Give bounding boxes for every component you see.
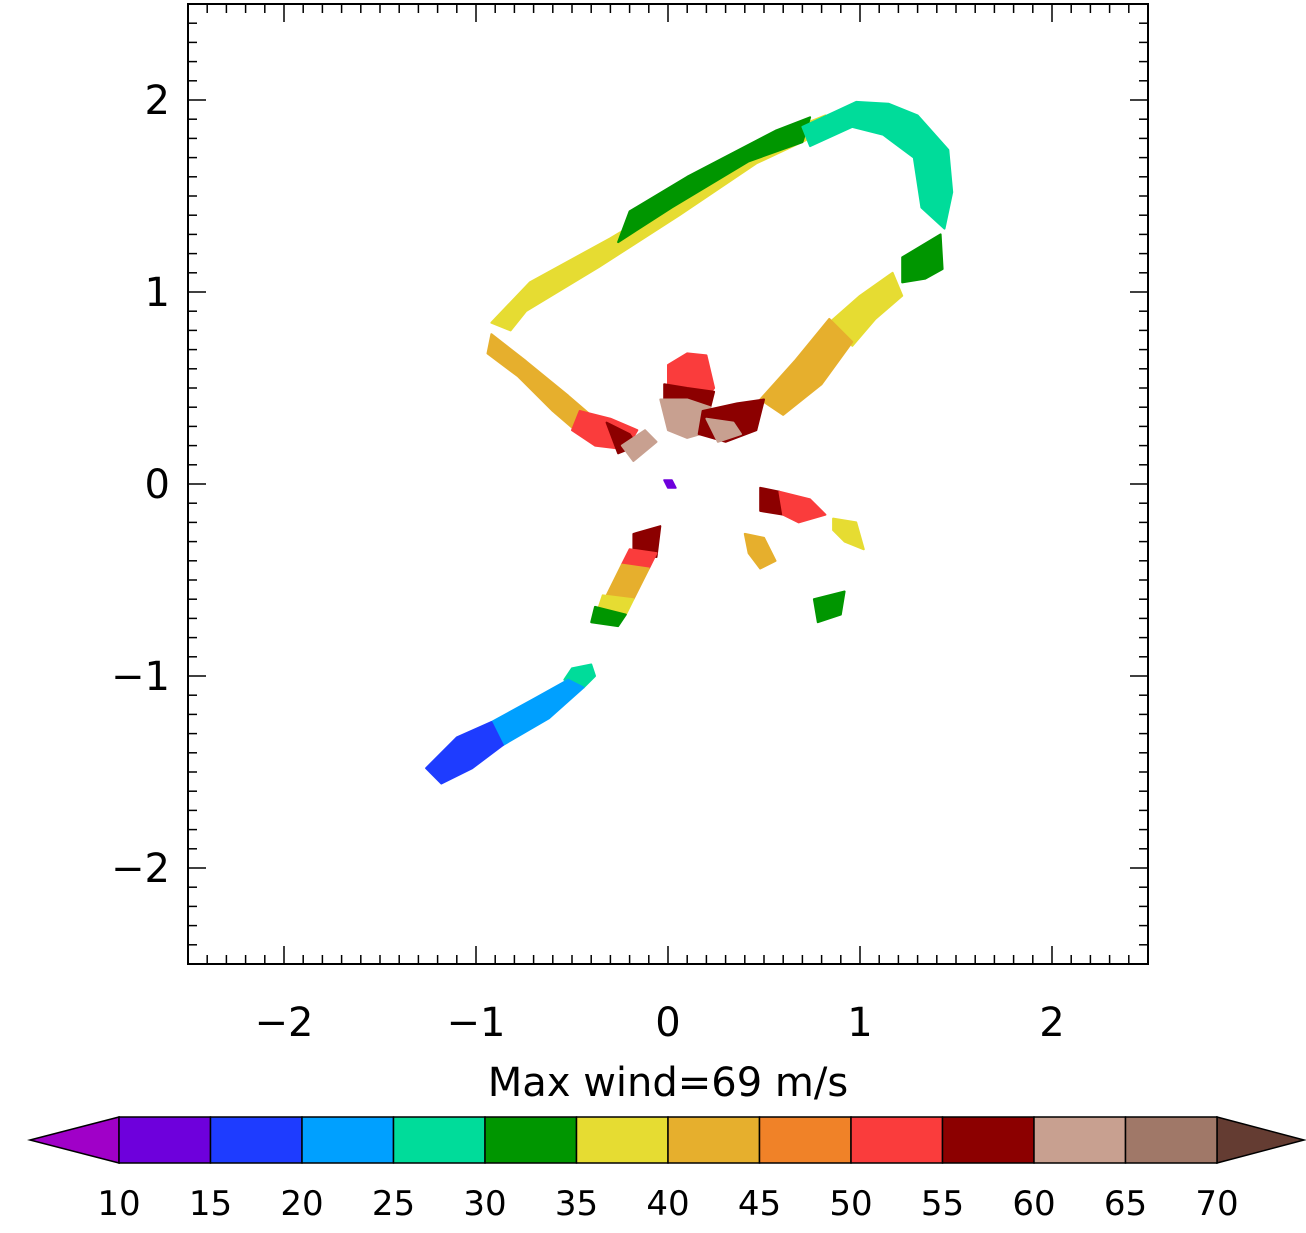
wind-region-ring-left-brown	[620, 429, 658, 462]
wind-region-se-red	[778, 490, 827, 524]
colorbar-swatch	[667, 1116, 761, 1164]
wind-region-south-band-darkred	[632, 525, 662, 558]
wind-region-ring-right-yellow	[828, 271, 904, 347]
colorbar-swatch	[484, 1116, 578, 1164]
colorbar-tick-label: 15	[189, 1184, 232, 1224]
colorbar-tick-label: 55	[921, 1184, 964, 1224]
colorbar-tick-label: 35	[555, 1184, 598, 1224]
x-tick-label: 0	[655, 1000, 680, 1046]
colorbar-swatch	[850, 1116, 944, 1164]
plot-axes: −2 −1 0 1 2 2 1 0 −1 −2	[111, 3, 1149, 1046]
colorbar-tick-label: 10	[97, 1184, 140, 1224]
wind-region-sw-blue	[425, 721, 504, 785]
colorbar-tick-label: 20	[280, 1184, 323, 1224]
colorbar-tick-label: 25	[372, 1184, 415, 1224]
y-tick-label: 1	[145, 270, 170, 316]
wind-region-se-yellow	[832, 517, 865, 551]
colorbar-tick-label: 60	[1012, 1184, 1055, 1224]
wind-regions	[425, 100, 954, 785]
wind-region-ring-top-right	[801, 100, 954, 230]
colorbar-tick-label: 50	[829, 1184, 872, 1224]
colorbar-swatch	[209, 1116, 303, 1164]
colorbar-tick-label: 65	[1104, 1184, 1147, 1224]
colorbar-swatch	[301, 1116, 395, 1164]
y-tick-label: 0	[145, 462, 170, 508]
colorbar-swatch	[118, 1116, 212, 1164]
x-tick-label: −2	[255, 1000, 314, 1046]
wind-region-ring-right-green	[901, 233, 944, 284]
colorbar-tick-label: 45	[738, 1184, 781, 1224]
colorbar-swatch	[1033, 1116, 1127, 1164]
colorbar-swatch	[575, 1116, 669, 1164]
wind-region-ring-top-green	[617, 116, 812, 244]
colorbar-swatch	[1124, 1116, 1218, 1164]
wind-region-ring-right-orange	[759, 317, 854, 416]
colorbar-swatch	[392, 1116, 486, 1164]
x-tick-label: 1	[847, 1000, 872, 1046]
colorbar-tick-label: 40	[646, 1184, 689, 1224]
x-tick-label: −1	[447, 1000, 506, 1046]
colorbar-tick-label: 70	[1195, 1184, 1238, 1224]
colorbar-swatch	[941, 1116, 1035, 1164]
y-tick-label: 2	[145, 78, 170, 124]
wind-region-se-green	[812, 590, 846, 624]
wind-region-south-band-green	[590, 605, 627, 628]
y-tick-label: −2	[111, 846, 170, 892]
x-tick-label: 2	[1039, 1000, 1064, 1046]
colorbar-tick-label: 30	[463, 1184, 506, 1224]
wind-region-se-orange	[743, 532, 777, 570]
y-tick-label: −1	[111, 654, 170, 700]
wind-region-ring-right-brown	[705, 417, 742, 443]
x-axis-title: Max wind=69 m/s	[488, 1060, 848, 1106]
colorbar: 10 15 20 25 30 35 40 45 50 55 60 65 70	[27, 1116, 1306, 1224]
colorbar-swatch	[758, 1116, 852, 1164]
wind-region-center-purple	[663, 479, 677, 489]
